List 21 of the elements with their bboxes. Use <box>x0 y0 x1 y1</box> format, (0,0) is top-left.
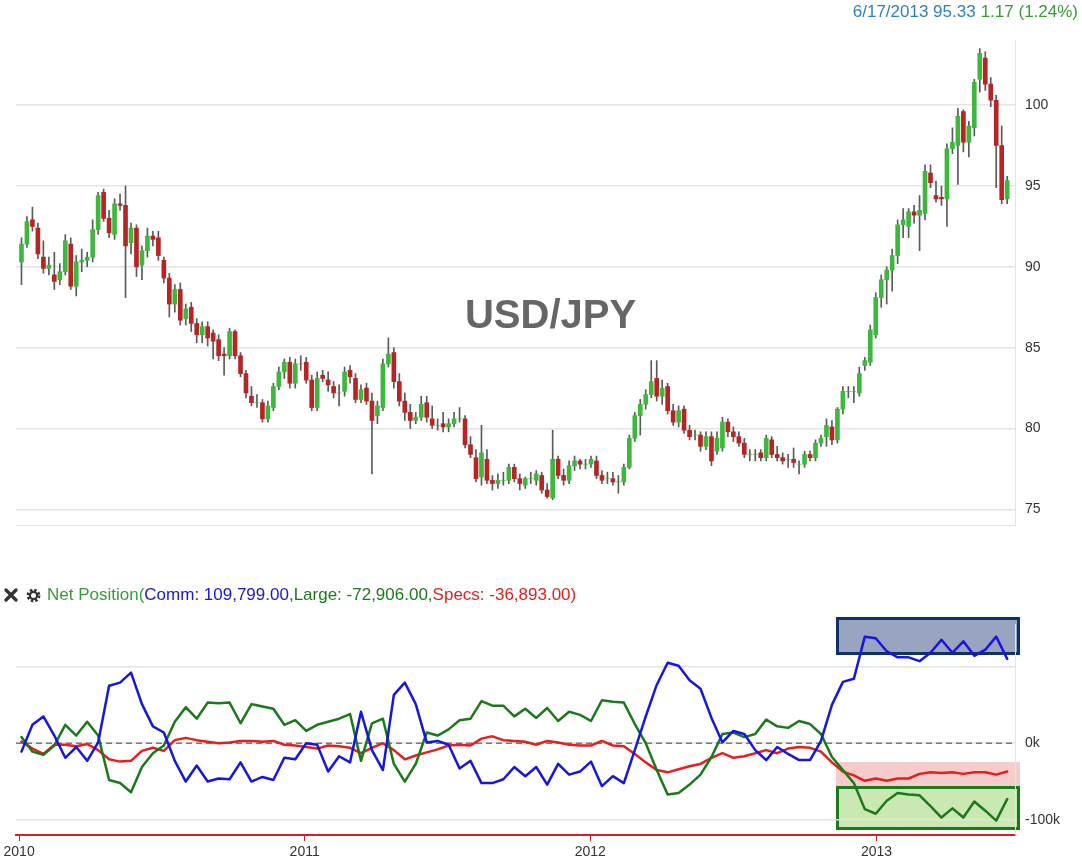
x-tick-label: 2010 <box>3 843 35 860</box>
y-tick-label: 100 <box>1025 95 1049 112</box>
x-tick-label: 2013 <box>860 843 893 860</box>
text: Specs: -36,893.00) <box>432 585 577 605</box>
y-tick-label: 95 <box>1025 176 1041 193</box>
x-tick-label: 2011 <box>289 843 320 860</box>
y-tick-label: 0k <box>1025 734 1041 751</box>
y-tick-label: 85 <box>1025 338 1041 355</box>
x-tick-label: 2012 <box>574 843 606 860</box>
text: 6/17/2013 95.33 <box>852 2 976 21</box>
legend-title: Net Position( <box>47 585 145 605</box>
candlestick <box>254 394 260 408</box>
text: USD/JPY <box>464 292 637 336</box>
y-tick-label: 75 <box>1025 500 1041 517</box>
text: Comm: 109,799.00 <box>144 585 289 605</box>
text: 1.17 (1.24%) <box>980 2 1078 21</box>
text: ,Large: -72,906.00, <box>288 585 433 605</box>
candlestick <box>785 454 791 468</box>
y-tick-label: 90 <box>1025 257 1041 274</box>
y-tick-label: -100k <box>1025 810 1062 827</box>
y-tick-label: 80 <box>1025 419 1041 436</box>
